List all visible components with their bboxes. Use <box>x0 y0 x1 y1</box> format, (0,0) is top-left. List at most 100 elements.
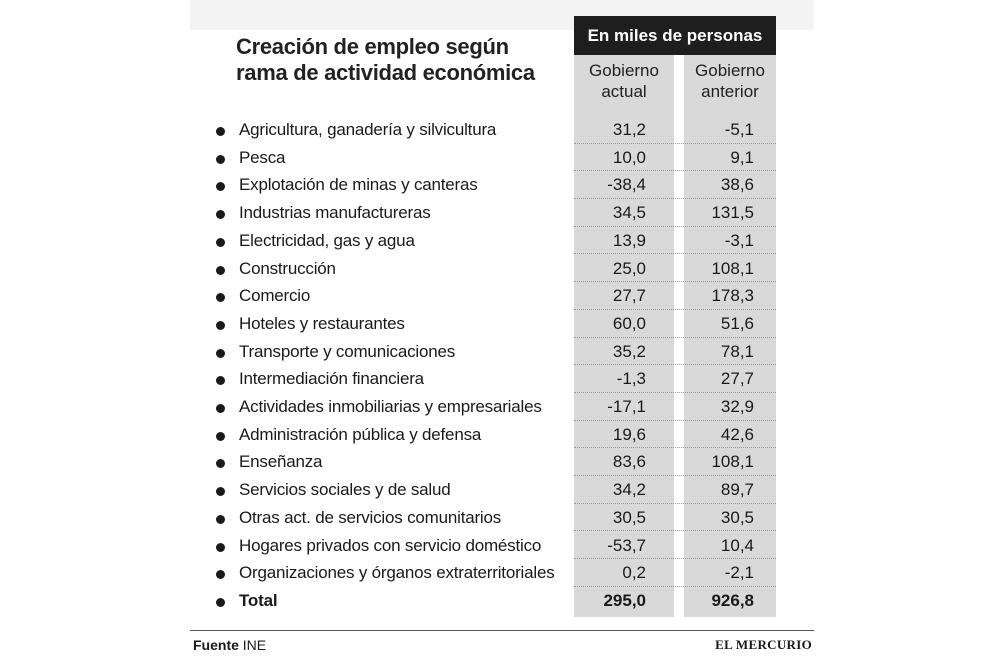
value-anterior: 9,1 <box>684 147 776 169</box>
value-anterior: -5,1 <box>684 119 776 141</box>
table-row: Comercio 27,7 178,3 <box>210 282 776 310</box>
row-separator <box>574 281 776 283</box>
value-actual-text: 31,2 <box>612 120 646 139</box>
value-anterior: 32,9 <box>684 396 776 418</box>
column-background-anterior <box>684 52 776 617</box>
value-actual: 10,0 <box>574 147 674 169</box>
title-line-2: rama de actividad económica <box>236 60 535 85</box>
value-anterior-text: -5,1 <box>724 120 754 139</box>
value-anterior-text: 9,1 <box>730 147 754 167</box>
row-label: Pesca <box>239 147 286 167</box>
table-row: Enseñanza 83,6 108,1 <box>210 448 776 477</box>
value-actual-text: 295,0 <box>603 590 646 610</box>
value-anterior-text: 108,1 <box>711 258 754 278</box>
column-header-anterior-line1: Gobierno <box>695 61 765 80</box>
row-separator <box>574 391 776 393</box>
chart-title: Creación de empleo según rama de activid… <box>236 34 566 86</box>
row-label: Electricidad, gas y agua <box>239 230 415 250</box>
column-background-actual <box>574 52 674 617</box>
value-actual-text: 25,0 <box>612 258 646 278</box>
source-note: Fuente INE <box>193 636 266 654</box>
row-separator <box>574 225 776 227</box>
row-separator <box>574 558 776 560</box>
table-row: Actividades inmobiliarias y empresariale… <box>210 393 776 421</box>
bullet-icon <box>216 376 225 386</box>
value-anterior: 42,6 <box>684 424 776 446</box>
row-separator <box>574 253 776 255</box>
bullet-icon <box>216 182 225 192</box>
row-label: Transporte y comunicaciones <box>239 341 456 361</box>
value-anterior: 108,1 <box>684 451 776 473</box>
column-header-anterior: Gobierno anterior <box>684 60 776 106</box>
bullet-icon <box>216 597 225 607</box>
row-label: Organizaciones y órganos extraterritoria… <box>239 563 555 583</box>
value-actual: 19,6 <box>574 424 674 446</box>
row-label: Explotación de minas y canteras <box>239 175 478 195</box>
value-actual-text: 34,5 <box>612 203 646 223</box>
value-actual: -53,7 <box>574 535 674 557</box>
value-actual-text: 27,7 <box>612 286 646 306</box>
row-separator <box>574 308 776 310</box>
bullet-icon <box>216 487 225 497</box>
value-actual-text: 60,0 <box>612 313 646 333</box>
value-actual: 25,0 <box>574 258 674 280</box>
value-anterior: 38,6 <box>684 174 776 196</box>
value-anterior-text: 10,4 <box>720 535 754 555</box>
value-anterior-text: 131,5 <box>711 203 754 223</box>
table-row: Servicios sociales y de salud 34,2 89,7 <box>210 476 776 504</box>
units-header: En miles de personas <box>574 16 776 55</box>
value-actual: 34,5 <box>574 202 674 224</box>
title-line-1: Creación de empleo según <box>236 34 509 59</box>
table-row: Organizaciones y órganos extraterritoria… <box>210 559 776 587</box>
value-anterior: 78,1 <box>684 341 776 363</box>
value-anterior-text: 32,9 <box>720 397 754 416</box>
value-actual: 30,5 <box>574 507 674 529</box>
row-separator <box>574 198 776 200</box>
publisher-brand: EL MERCURIO <box>715 637 812 652</box>
value-actual-text: 83,6 <box>612 452 646 472</box>
row-label: Industrias manufactureras <box>239 203 431 223</box>
bullet-icon <box>216 459 225 469</box>
value-anterior-text: 89,7 <box>720 480 754 500</box>
value-anterior-text: 108,1 <box>711 452 754 472</box>
value-actual-text: 13,9 <box>612 230 646 250</box>
row-label: Servicios sociales y de salud <box>239 480 451 500</box>
footer-divider <box>190 630 814 631</box>
table-row: Industrias manufactureras 34,5 131,5 <box>210 199 776 227</box>
value-anterior-text: 926,8 <box>711 590 754 610</box>
value-anterior-text: 30,5 <box>720 507 754 527</box>
value-anterior-text: 178,3 <box>711 286 754 306</box>
bullet-icon <box>216 542 225 552</box>
column-header-actual-line1: Gobierno <box>589 61 659 80</box>
value-actual: 83,6 <box>574 451 674 473</box>
value-anterior: 30,5 <box>684 507 776 529</box>
source-value: INE <box>242 637 267 653</box>
value-anterior: 27,7 <box>684 368 776 390</box>
value-anterior: 10,4 <box>684 535 776 557</box>
value-anterior: -2,1 <box>684 562 776 584</box>
column-header-anterior-line2: anterior <box>701 82 759 101</box>
column-header-actual: Gobierno actual <box>574 60 674 106</box>
table-row: Hogares privados con servicio doméstico -… <box>210 532 776 560</box>
column-header-actual-line2: actual <box>601 82 647 101</box>
value-actual-text: 35,2 <box>612 341 646 361</box>
row-label: Hogares privados con servicio doméstico <box>239 535 542 555</box>
value-actual: -38,4 <box>574 174 674 196</box>
value-anterior: 131,5 <box>684 202 776 224</box>
row-separator <box>574 530 776 532</box>
row-label: Actividades inmobiliarias y empresariale… <box>239 397 542 416</box>
value-anterior: 178,3 <box>684 285 776 307</box>
value-actual: -1,3 <box>574 368 674 390</box>
value-anterior-text: 51,6 <box>720 313 754 333</box>
bullet-icon <box>216 431 225 441</box>
table-row: Otras act. de servicios comunitarios 30,5… <box>210 504 776 532</box>
value-actual: 27,7 <box>574 285 674 307</box>
value-anterior-text: 42,6 <box>720 424 754 444</box>
bullet-icon <box>216 127 225 136</box>
row-label: Enseñanza <box>239 452 323 472</box>
value-actual-text: 0,2 <box>622 563 646 583</box>
value-actual: 13,9 <box>574 230 674 252</box>
value-actual: -17,1 <box>574 396 674 418</box>
bullet-icon <box>216 210 225 220</box>
bullet-icon <box>216 348 225 358</box>
